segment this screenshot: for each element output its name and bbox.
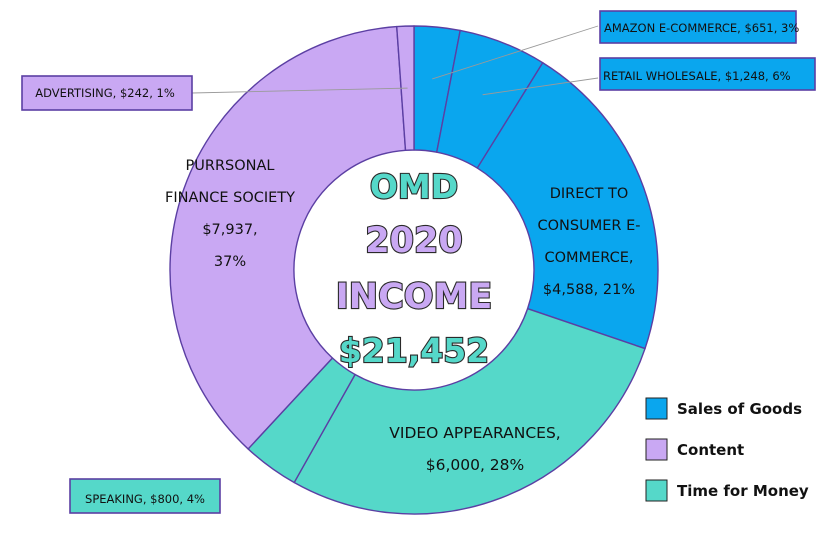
slice-direct-to-consumer-e-commerce	[476, 62, 659, 350]
legend-label-sales-of-goods: Sales of Goods	[677, 400, 802, 418]
label-box-retail-wholesale	[599, 57, 816, 91]
slice-label-direct-to-consumer-e-commerce-line-3: COMMERCE,	[545, 250, 634, 266]
leader-lines	[191, 25, 599, 96]
slice-label-purrsonal-finance-society-line-4: 37%	[214, 254, 246, 270]
slice-label-speaking: SPEAKING, $800, 4%	[85, 492, 205, 506]
legend-label-time-for-money: Time for Money	[677, 482, 809, 500]
label-box-advertising	[21, 75, 193, 111]
center-title: OMD 2020 INCOME $21,452	[335, 166, 494, 371]
label-box-amazon-e-commerce	[599, 10, 797, 44]
legend-swatch-content	[645, 438, 668, 461]
legend-swatch-sales-of-goods	[645, 397, 668, 420]
slice-label-purrsonal-finance-society-line-1: PURRSONAL	[186, 158, 275, 174]
slice-label-direct-to-consumer-e-commerce-line-1: DIRECT TO	[550, 186, 629, 202]
slice-labels: AMAZON E-COMMERCE, $651, 3% RETAIL WHOLES…	[21, 10, 816, 514]
slice-label-amazon-e-commerce: AMAZON E-COMMERCE, $651, 3%	[604, 21, 799, 35]
center-total: $21,452	[339, 331, 489, 370]
slice-label-direct-to-consumer-e-commerce-line-4: $4,588, 21%	[543, 282, 635, 298]
slice-label-purrsonal-finance-society-line-2: FINANCE SOCIETY	[165, 190, 295, 206]
leader-line-retail-wholesale	[482, 77, 599, 96]
center-title-line-1: OMD	[370, 167, 458, 206]
leader-line-advertising	[191, 87, 408, 94]
slice-label-direct-to-consumer-e-commerce-line-2: CONSUMER E-	[538, 218, 641, 234]
legend-label-content: Content	[677, 441, 744, 459]
slice-label-video-appearances-line-1: VIDEO APPEARANCES,	[389, 424, 560, 442]
slice-label-purrsonal-finance-society-line-3: $7,937,	[202, 222, 257, 238]
center-title-line-3: INCOME	[336, 277, 493, 317]
legend-swatch-time-for-money	[645, 479, 668, 502]
slice-purrsonal-finance-society	[169, 25, 407, 450]
center-title-line-2: 2020	[365, 221, 462, 261]
label-box-speaking	[69, 478, 221, 514]
leader-line-amazon-e-commerce	[432, 25, 599, 80]
legend: Sales of Goods Content Time for Money	[645, 397, 809, 502]
slice-video-appearances	[293, 307, 646, 515]
slice-label-retail-wholesale: RETAIL WHOLESALE, $1,248, 6%	[603, 69, 791, 83]
slice-label-video-appearances-line-2: $6,000, 28%	[426, 456, 525, 474]
slice-label-advertising: ADVERTISING, $242, 1%	[35, 86, 175, 100]
